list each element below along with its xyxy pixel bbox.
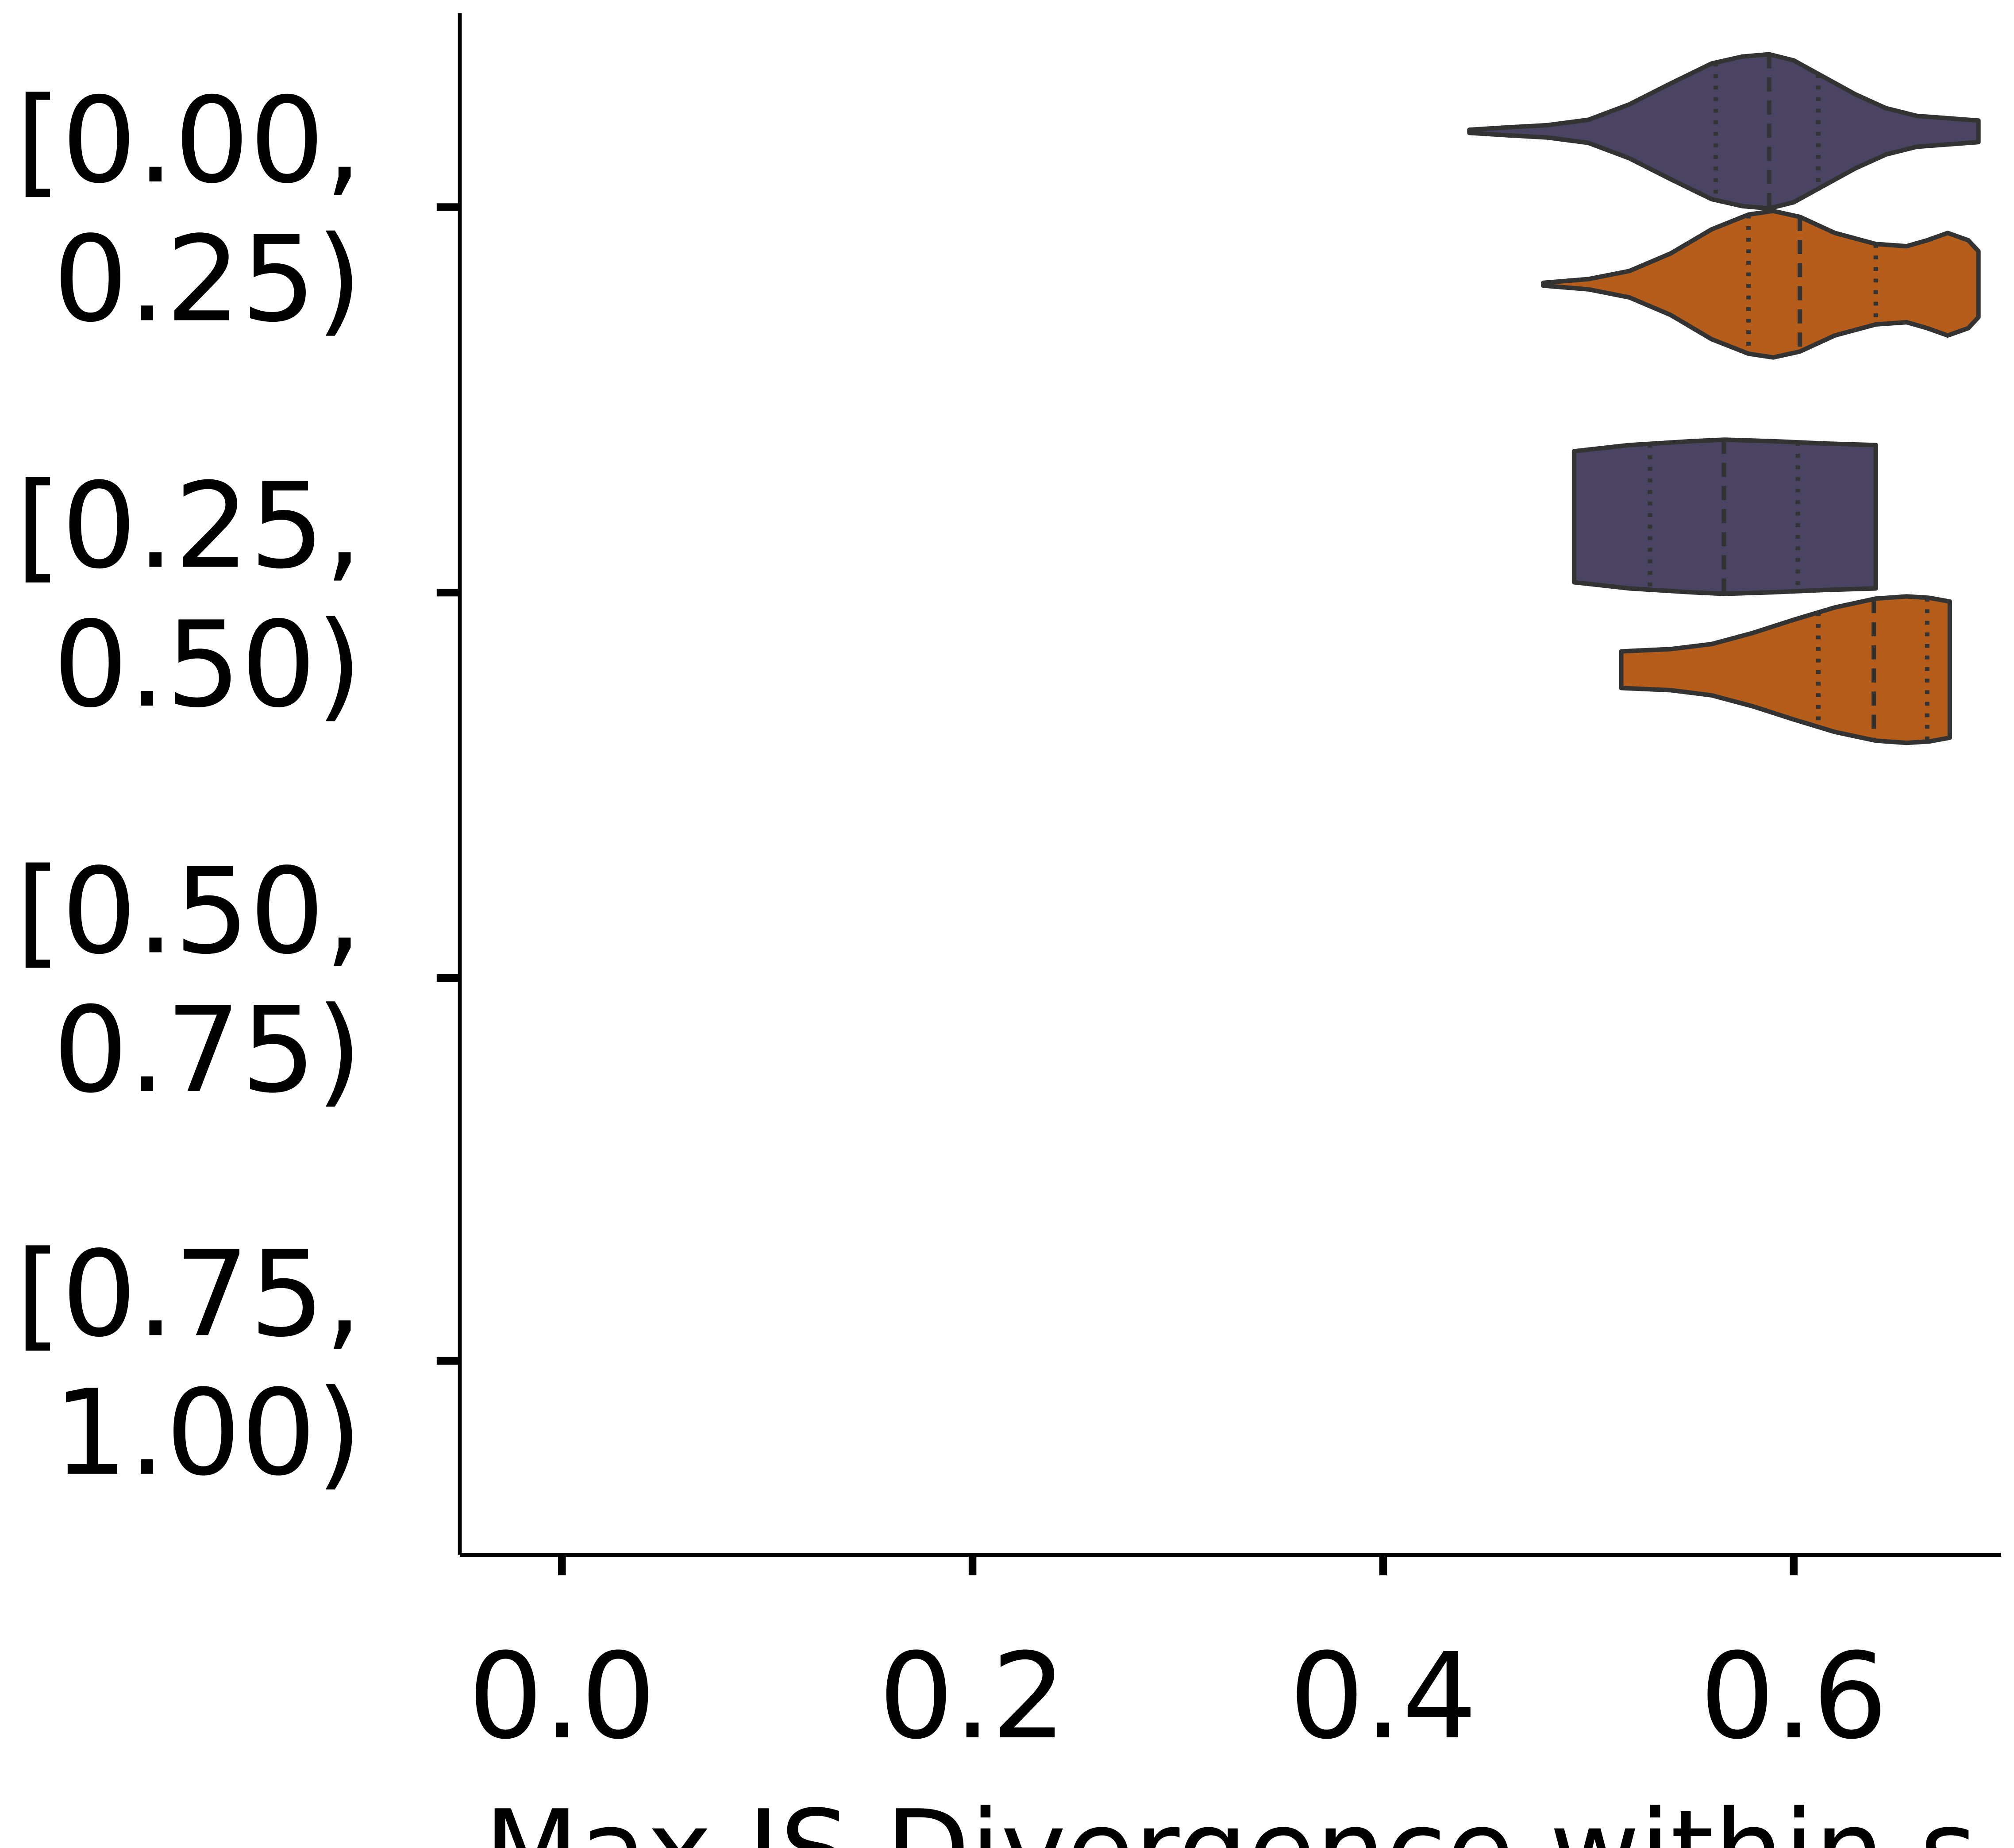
y-tick-label-line1-3: [0.75, bbox=[15, 1225, 362, 1363]
y-tick-label-line1-1: [0.25, bbox=[15, 457, 362, 595]
violin-series0-cat0 bbox=[1467, 52, 1981, 211]
y-tick-label-line2-1: 0.50) bbox=[53, 596, 362, 733]
x-tick-label-1: 0.2 bbox=[878, 1628, 1067, 1765]
y-tick-label-line2-2: 0.75) bbox=[53, 981, 362, 1119]
y-tick-label-line2-3: 1.00) bbox=[53, 1364, 362, 1502]
violin-layer bbox=[1467, 52, 1981, 745]
violin-series1-cat1 bbox=[1619, 594, 1952, 745]
x-tick-label-0: 0.0 bbox=[468, 1628, 656, 1765]
violin-series1-cat0 bbox=[1541, 208, 1981, 360]
x-tick-label-2: 0.4 bbox=[1289, 1628, 1477, 1765]
plot-area: [0.00,0.25) [0.25,0.50) [0.50,0.75) [0.75,1… bbox=[15, 13, 2001, 1765]
y-tick-label-line2-0: 0.25) bbox=[53, 210, 362, 348]
x-tick-label-3: 0.6 bbox=[1700, 1628, 1888, 1765]
y-axis-ticks: [0.00,0.25) [0.25,0.50) [0.50,0.75) [0.75,1… bbox=[15, 72, 460, 1502]
x-axis-title: Max JS Divergence within s bbox=[484, 1786, 1977, 1848]
y-tick-label-line1-2: [0.50, bbox=[15, 842, 362, 980]
x-axis-ticks: 0.0 0.2 0.4 0.6 bbox=[468, 1555, 1888, 1765]
y-tick-label-line1-0: [0.00, bbox=[15, 72, 362, 209]
